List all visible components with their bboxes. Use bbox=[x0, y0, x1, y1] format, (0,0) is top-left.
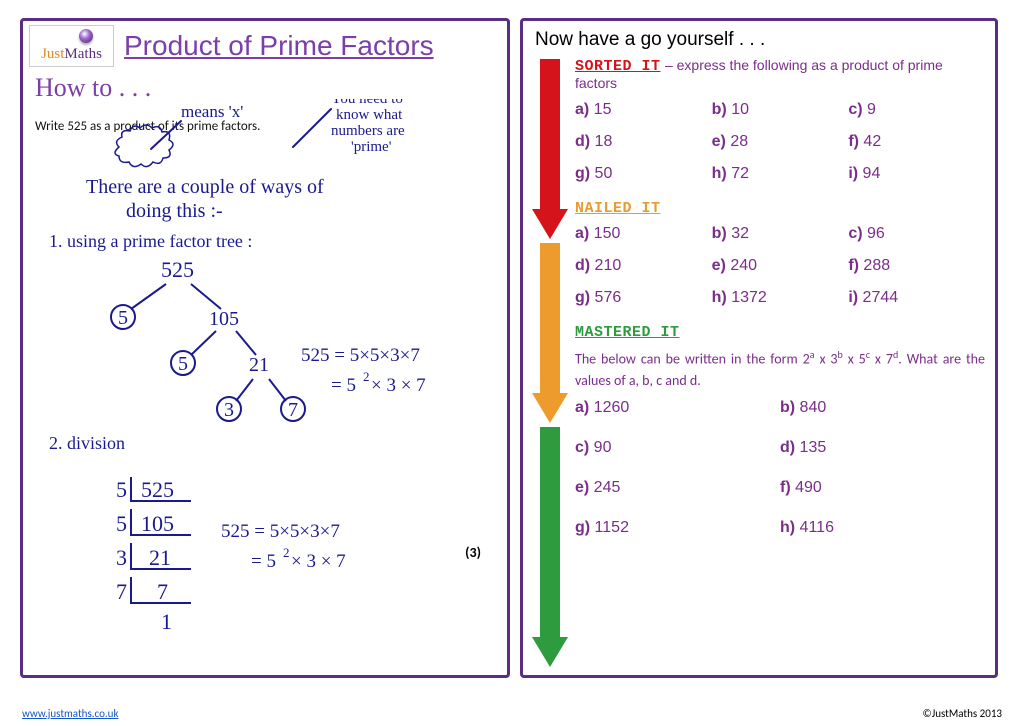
question-item: g) 50 bbox=[575, 165, 712, 183]
footer: www.justmaths.co.uk ©JustMaths 2013 bbox=[22, 707, 1002, 720]
question-item: c) 90 bbox=[575, 439, 780, 457]
arrow-column bbox=[529, 59, 571, 671]
question-item: e) 28 bbox=[712, 133, 849, 151]
marks-label: (3) bbox=[465, 544, 481, 561]
svg-text:21: 21 bbox=[149, 545, 171, 570]
svg-text:know what: know what bbox=[336, 107, 403, 123]
question-item: b) 840 bbox=[780, 399, 985, 417]
svg-text:doing this :-: doing this :- bbox=[126, 200, 223, 222]
mastered-section: MASTERED IT The below can be written in … bbox=[575, 323, 985, 537]
svg-text:525: 525 bbox=[161, 257, 194, 282]
nailed-section: NAILED IT a) 150b) 32c) 96 d) 210e) 240f)… bbox=[575, 199, 985, 307]
question-item: h) 4116 bbox=[780, 519, 985, 537]
svg-text:525 = 5×5×3×7: 525 = 5×5×3×7 bbox=[221, 521, 340, 542]
question-item: c) 9 bbox=[848, 101, 985, 119]
svg-text:7: 7 bbox=[288, 399, 298, 421]
svg-text:× 3 × 7: × 3 × 7 bbox=[371, 375, 426, 396]
svg-text:2: 2 bbox=[363, 369, 370, 384]
svg-text:5: 5 bbox=[118, 307, 128, 329]
right-panel: Now have a go yourself . . . SORTED IT –… bbox=[520, 18, 998, 678]
question-item: h) 72 bbox=[712, 165, 849, 183]
handwriting-area: means 'x' You need to know what numbers … bbox=[31, 99, 506, 659]
question-item: a) 15 bbox=[575, 101, 712, 119]
page-title: Product of Prime Factors bbox=[124, 30, 434, 62]
question-item: d) 210 bbox=[575, 257, 712, 275]
sorted-section: SORTED IT – express the following as a p… bbox=[575, 57, 985, 183]
svg-text:× 3 × 7: × 3 × 7 bbox=[291, 551, 346, 572]
svg-text:2: 2 bbox=[283, 545, 290, 560]
svg-text:means 'x': means 'x' bbox=[181, 102, 243, 121]
svg-text:7: 7 bbox=[116, 579, 127, 604]
svg-text:= 5: = 5 bbox=[251, 551, 276, 572]
mastered-grid: a) 1260b) 840 c) 90d) 135 e) 245f) 490 g) 1… bbox=[575, 399, 985, 537]
question-item: f) 42 bbox=[848, 133, 985, 151]
header: JustMaths Product of Prime Factors bbox=[23, 21, 507, 69]
question-item: i) 94 bbox=[848, 165, 985, 183]
logo-text: JustMaths bbox=[41, 46, 102, 66]
svg-text:7: 7 bbox=[157, 579, 168, 604]
svg-text:'prime': 'prime' bbox=[351, 139, 392, 155]
svg-text:2. division: 2. division bbox=[49, 433, 125, 453]
question-item: c) 96 bbox=[848, 225, 985, 243]
svg-text:3: 3 bbox=[116, 545, 127, 570]
question-item: d) 135 bbox=[780, 439, 985, 457]
svg-text:525: 525 bbox=[141, 477, 174, 502]
nailed-grid: a) 150b) 32c) 96 d) 210e) 240f) 288 g) 576… bbox=[575, 225, 985, 307]
question-item: h) 1372 bbox=[712, 289, 849, 307]
howto-heading: How to . . . bbox=[23, 69, 507, 103]
question-item: f) 288 bbox=[848, 257, 985, 275]
footer-copyright: ©JustMaths 2013 bbox=[923, 707, 1002, 720]
sorted-heading: SORTED IT bbox=[575, 58, 661, 75]
logo-ball-icon bbox=[79, 29, 93, 43]
question-item: e) 245 bbox=[575, 479, 780, 497]
svg-text:You need to: You need to bbox=[331, 99, 403, 107]
question-item: a) 150 bbox=[575, 225, 712, 243]
svg-text:525 = 5×5×3×7: 525 = 5×5×3×7 bbox=[301, 345, 420, 366]
svg-text:5: 5 bbox=[116, 477, 127, 502]
left-panel: JustMaths Product of Prime Factors How t… bbox=[20, 18, 510, 678]
svg-text:105: 105 bbox=[141, 511, 174, 536]
question-item: i) 2744 bbox=[848, 289, 985, 307]
question-item: b) 32 bbox=[712, 225, 849, 243]
svg-text:There are a couple of ways of: There are a couple of ways of bbox=[86, 176, 324, 198]
sorted-grid: a) 15b) 10c) 9 d) 18e) 28f) 42 g) 50h) 72i… bbox=[575, 101, 985, 183]
svg-text:105: 105 bbox=[209, 308, 239, 330]
svg-text:1: 1 bbox=[161, 609, 172, 634]
try-title: Now have a go yourself . . . bbox=[535, 29, 985, 51]
question-item: f) 490 bbox=[780, 479, 985, 497]
question-item: b) 10 bbox=[712, 101, 849, 119]
mastered-heading: MASTERED IT bbox=[575, 324, 680, 341]
question-item: e) 240 bbox=[712, 257, 849, 275]
svg-text:5: 5 bbox=[116, 511, 127, 536]
mastered-prompt: The below can be written in the form 2a … bbox=[575, 347, 985, 391]
question-item: g) 1152 bbox=[575, 519, 780, 537]
logo: JustMaths bbox=[29, 25, 114, 67]
svg-text:21: 21 bbox=[249, 354, 269, 376]
question-item: a) 1260 bbox=[575, 399, 780, 417]
svg-text:= 5: = 5 bbox=[331, 375, 356, 396]
nailed-heading: NAILED IT bbox=[575, 200, 661, 217]
question-item: g) 576 bbox=[575, 289, 712, 307]
question-item: d) 18 bbox=[575, 133, 712, 151]
svg-text:3: 3 bbox=[224, 399, 234, 421]
svg-text:numbers are: numbers are bbox=[331, 123, 405, 139]
svg-text:5: 5 bbox=[178, 353, 188, 375]
svg-text:1. using a prime factor tree :: 1. using a prime factor tree : bbox=[49, 231, 252, 251]
footer-url[interactable]: www.justmaths.co.uk bbox=[22, 707, 118, 720]
